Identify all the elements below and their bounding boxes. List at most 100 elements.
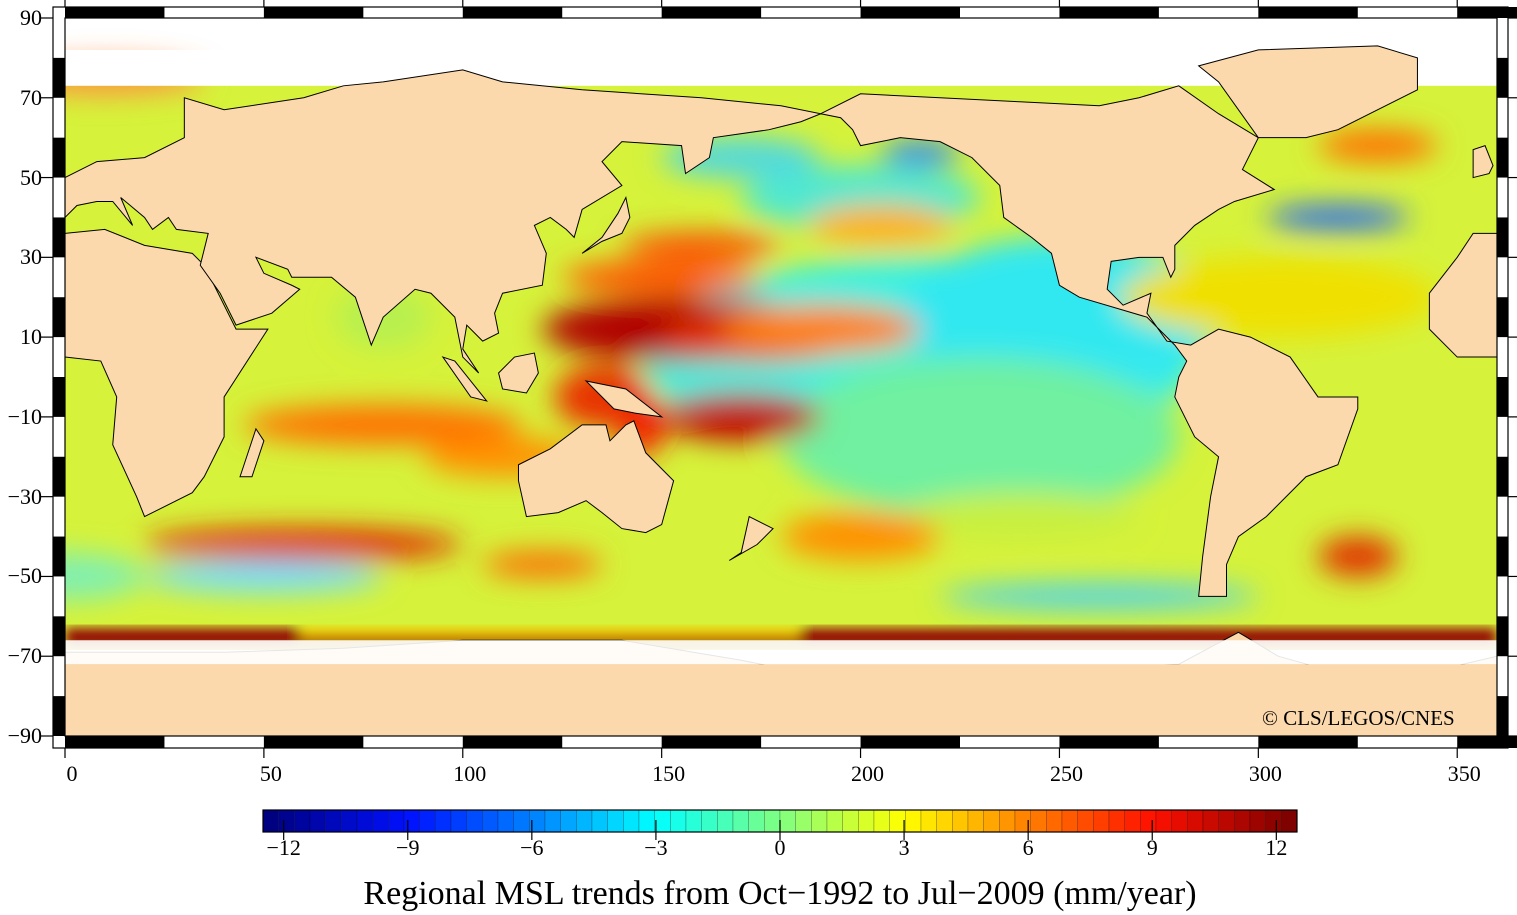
colorbar-cell — [356, 809, 373, 833]
colorbar-cell — [905, 809, 922, 833]
colorbar-cell — [1218, 809, 1235, 833]
colorbar-cell — [450, 809, 467, 833]
trend-anomaly — [780, 357, 1179, 517]
southern-ocean-band — [300, 628, 800, 637]
colorbar-cell — [466, 809, 483, 833]
colorbar-cell — [732, 809, 749, 833]
trend-anomaly — [144, 560, 384, 593]
colorbar — [262, 809, 1298, 840]
lat-tick-label: −30 — [7, 483, 42, 509]
lon-tick-label: 200 — [851, 761, 885, 786]
colorbar-tick-label: 3 — [898, 835, 910, 860]
lon-tick-label: 100 — [453, 761, 487, 786]
colorbar-cell — [607, 809, 624, 833]
colorbar-cell — [341, 809, 358, 833]
colorbar-cell — [623, 809, 640, 833]
colorbar-cell — [435, 809, 452, 833]
colorbar-tick-label: −6 — [520, 835, 544, 860]
colorbar-tick-label: 0 — [774, 835, 786, 860]
colorbar-cell — [1281, 809, 1298, 833]
colorbar-cell — [654, 809, 671, 833]
land-new-zealand — [729, 515, 774, 561]
lon-tick-label: 50 — [259, 761, 282, 786]
colorbar-cell — [717, 809, 734, 833]
colorbar-tick-label: −3 — [644, 835, 668, 860]
colorbar-cell — [779, 809, 796, 833]
colorbar-cell — [403, 809, 420, 833]
colorbar-cell — [748, 809, 765, 833]
colorbar-cell — [388, 809, 405, 833]
lat-tick-label: 10 — [20, 324, 42, 350]
antarctic-ice-shelf — [65, 640, 1497, 665]
colorbar-cell — [952, 809, 969, 833]
colorbar-cell — [309, 809, 326, 833]
colorbar-cell — [685, 809, 702, 833]
border-check — [462, 736, 563, 748]
colorbar-tick-label: −12 — [266, 835, 301, 860]
border-check — [1497, 696, 1508, 736]
border-check — [1497, 217, 1508, 258]
border-check — [53, 377, 65, 417]
colorbar-cell — [967, 809, 984, 833]
colorbar-cell — [372, 809, 389, 833]
land-australia — [517, 420, 675, 534]
border-check — [1457, 7, 1517, 18]
border-check — [661, 7, 762, 18]
map-title: Regional MSL trends from Oct−1992 to Jul… — [363, 875, 1197, 912]
border-check — [1497, 456, 1508, 497]
colorbar-cell — [842, 809, 859, 833]
colorbar-cell — [1202, 809, 1219, 833]
border-check — [53, 297, 65, 338]
lon-tick-label: 300 — [1248, 761, 1282, 786]
lat-tick-label: 30 — [20, 244, 42, 270]
lat-tick-label: −90 — [7, 723, 42, 748]
border-check — [263, 7, 364, 18]
land-eurasia — [65, 69, 823, 374]
lat-tick-label: −70 — [7, 643, 42, 669]
trend-anomaly — [900, 492, 1140, 541]
lat-tick-label: 90 — [20, 5, 42, 30]
colorbar-cell — [1265, 809, 1282, 833]
colorbar-cell — [638, 809, 655, 833]
colorbar-cell — [936, 809, 953, 833]
land-new-guinea — [584, 380, 664, 418]
colorbar-cell — [1046, 809, 1063, 833]
colorbar-cell — [873, 809, 890, 833]
lon-tick-label: 0 — [66, 761, 78, 786]
land-japan — [581, 195, 631, 254]
land-greenland — [1197, 45, 1418, 139]
trend-anomaly — [621, 233, 782, 258]
colorbar-cell — [262, 809, 279, 833]
colorbar-cell — [1155, 809, 1172, 833]
colorbar-cell — [497, 809, 514, 833]
lat-tick-label: −50 — [7, 563, 42, 589]
lon-tick-label: 350 — [1447, 761, 1481, 786]
border-check — [65, 7, 165, 18]
border-check — [1497, 297, 1508, 338]
colorbar-cell — [920, 809, 937, 833]
trend-anomaly — [562, 261, 762, 294]
border-check — [53, 536, 65, 577]
land-madagascar — [239, 427, 265, 478]
colorbar-tick-label: −9 — [396, 835, 420, 860]
colorbar-cell — [999, 809, 1016, 833]
border-check — [1497, 616, 1508, 657]
trend-anomaly — [721, 305, 921, 354]
border-check — [65, 736, 165, 748]
trend-anomaly — [144, 528, 463, 561]
lon-tick-label: 250 — [1049, 761, 1083, 786]
lat-tick-label: 50 — [20, 164, 42, 190]
land-africa — [65, 228, 269, 518]
trend-anomaly — [1266, 205, 1410, 230]
copyright-notice: © CLS/LEGOS/CNES — [1262, 706, 1455, 730]
colorbar-cell — [670, 809, 687, 833]
lon-tick-label: 150 — [652, 761, 686, 786]
colorbar-cell — [1108, 809, 1125, 833]
colorbar-cell — [591, 809, 608, 833]
trend-anomaly — [808, 205, 953, 246]
trend-anomaly — [1317, 536, 1398, 577]
colorbar-cell — [858, 809, 875, 833]
border-check — [1457, 736, 1517, 748]
border-check — [1258, 736, 1358, 748]
